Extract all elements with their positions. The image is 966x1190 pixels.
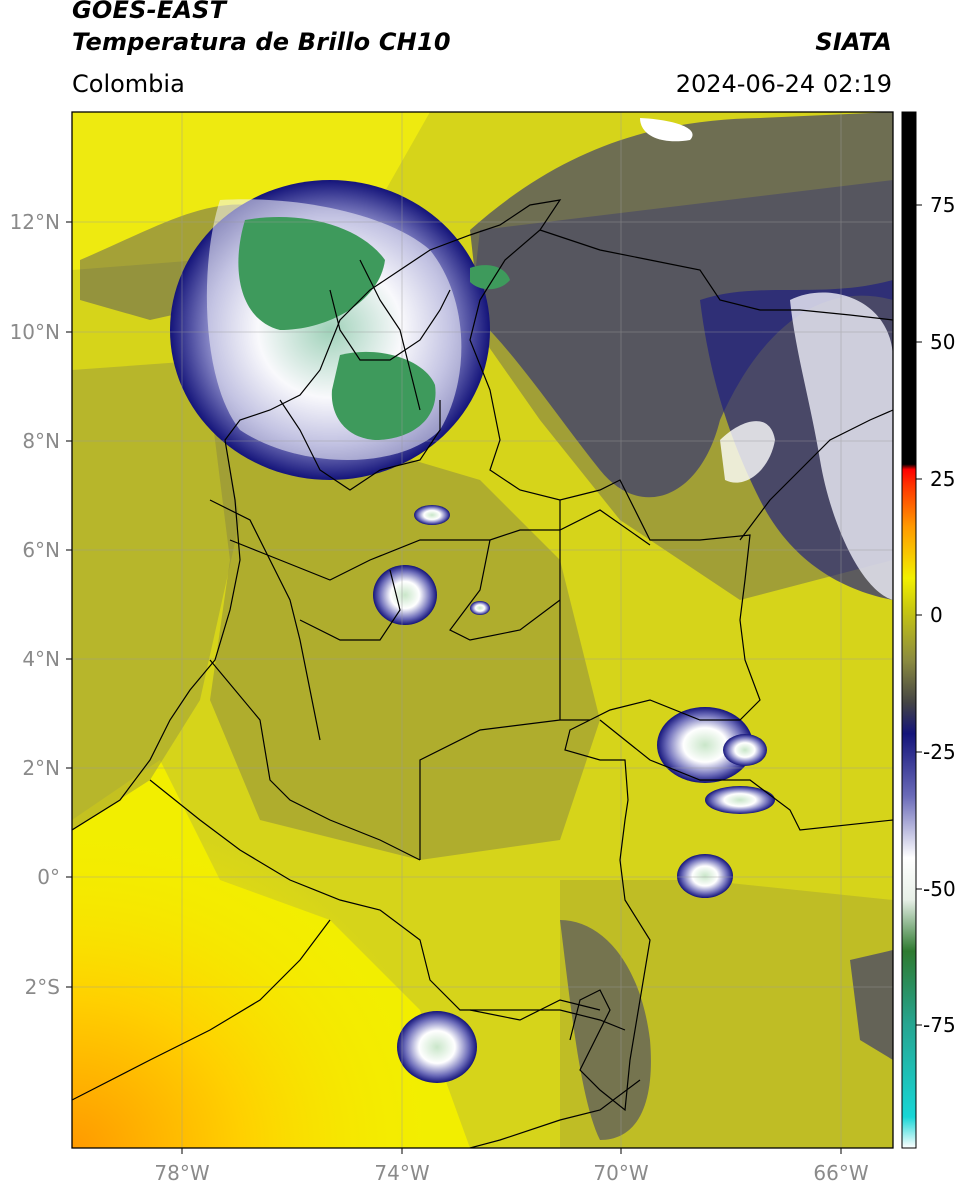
lat-label-2s: 2°S — [25, 975, 60, 999]
product-title: Temperatura de Brillo CH10 — [72, 28, 451, 56]
lat-label-0: 0° — [37, 865, 60, 889]
latitude-axis: 12°N 10°N 8°N 6°N 4°N 2°N 0° 2°S — [10, 210, 72, 999]
colorbar-label-minus50: -50 — [923, 877, 956, 901]
lat-label-8n: 8°N — [22, 429, 60, 453]
borders — [72, 199, 893, 1148]
lat-label-2n: 2°N — [22, 756, 60, 780]
lat-label-6n: 6°N — [22, 538, 60, 562]
lon-label-70w: 70°W — [593, 1161, 648, 1185]
colorbar-label-25: 25 — [930, 467, 955, 491]
lon-label-78w: 78°W — [154, 1161, 209, 1185]
colorbar-label-0: 0 — [930, 603, 943, 627]
datetime-label: 2024-06-24 02:19 — [675, 70, 892, 98]
lat-label-10n: 10°N — [10, 320, 60, 344]
colorbar-label-minus75: -75 — [923, 1013, 956, 1037]
map-imagery — [72, 112, 893, 1148]
region-label: Colombia — [72, 70, 185, 98]
satellite-title: GOES-EAST — [72, 0, 227, 24]
colorbar: 75 50 25 0 -25 -50 -75 — [901, 111, 956, 1149]
lat-label-4n: 4°N — [22, 647, 60, 671]
lon-label-74w: 74°W — [374, 1161, 429, 1185]
colorbar-label-minus25: -25 — [923, 740, 956, 764]
agency-label: SIATA — [815, 28, 892, 56]
lat-label-12n: 12°N — [10, 210, 60, 234]
colorbar-label-50: 50 — [930, 330, 955, 354]
lon-label-66w: 66°W — [813, 1161, 868, 1185]
colorbar-label-75: 75 — [930, 193, 955, 217]
longitude-axis: 78°W 74°W 70°W 66°W — [154, 1148, 869, 1185]
